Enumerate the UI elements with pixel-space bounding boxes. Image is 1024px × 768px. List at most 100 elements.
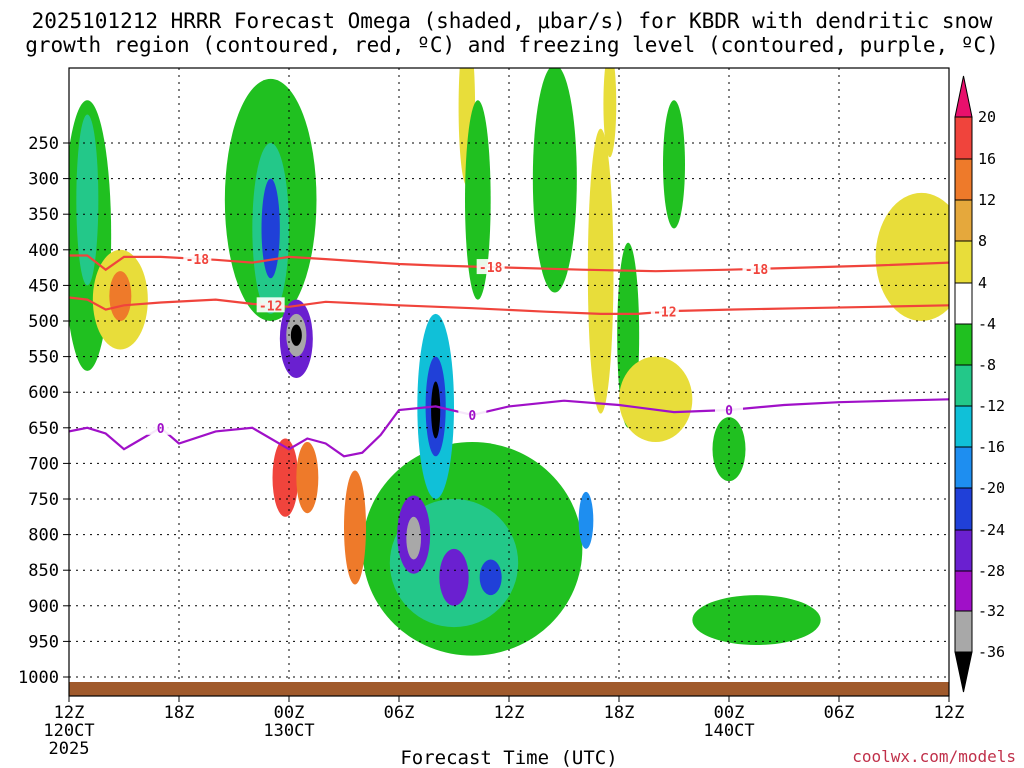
chart-title-line-2: growth region (contoured, red, ºC) and f… [25,33,999,57]
shade-red-lobe-01z [296,442,319,514]
y-tick-label: 800 [28,526,59,546]
x-tick-label: 06Z [384,703,415,723]
contour-label-bg [476,259,505,275]
shade-orange-lobe-04z [344,470,366,585]
colorbar-bin [954,116,973,160]
colorbar-bin [954,405,973,448]
colorbar-label: 12 [978,191,996,209]
shade-green-column-14z [532,68,577,293]
colorbar-label: -28 [978,562,1005,580]
ground-surface [69,682,949,696]
colorbar-label: -4 [978,315,996,333]
contour-label-bg [715,402,743,417]
contour-label-bg [256,297,285,313]
x-tick-label: 12Z [494,703,525,723]
colorbar-bin [954,529,973,572]
colorbar-label: 20 [978,108,996,126]
y-tick-label: 650 [28,419,59,439]
y-tick-label: 400 [28,241,59,261]
shade-column-600mb-black [431,381,441,439]
x-tick-label: 12Z [934,703,965,723]
shade-yellow-streak-upper-2 [603,68,617,158]
colorbar-bin [954,158,973,201]
shade-core-500mb-black [290,324,302,346]
omega-shading [69,68,949,656]
contour-0C-freezing-level [69,398,949,458]
x-tick-date: 130CT [263,721,314,741]
x-tick-date: 120CT [43,721,94,741]
colorbar-bin [954,199,973,242]
shade-yellow-21z [619,356,693,443]
colorbar-label: -12 [978,397,1005,415]
y-tick-label: 750 [28,490,59,510]
colorbar-label: 16 [978,150,996,168]
y-tick-label: 550 [28,348,59,368]
x-tick-label: 12Z [54,703,85,723]
chart-title-line-1: 2025101212 HRRR Forecast Omega (shaded, … [32,9,993,33]
colorbar-bin [954,282,973,325]
colorbar-bottom-arrow [954,651,973,693]
x-tick-date: 140CT [703,721,754,741]
contour-label: -18 [745,263,769,278]
shade-mid-column-green-10z [465,100,491,300]
shade-tall-plume-blue [261,178,280,279]
y-tick-label: 450 [28,276,59,296]
contour--18C [69,254,949,273]
contour-label-bg [146,419,175,435]
shade-low-blob-2-purple [439,548,469,606]
y-tick-label: 600 [28,383,59,403]
y-tick-label: 250 [28,134,59,154]
colorbar-top-arrow [954,75,973,118]
colorbar-label: 4 [978,274,987,292]
y-tick-label: 700 [28,454,59,474]
credit-text: coolwx.com/models [852,747,1016,766]
y-tick-label: 500 [28,312,59,332]
shade-green-low-east [692,595,821,645]
x-tick-year: 2025 [49,739,90,759]
contour-label: 0 [725,404,733,419]
x-tick-label: 00Z [274,703,305,723]
y-tick-label: 300 [28,170,59,190]
colorbar-bin [954,487,973,531]
x-tick-label: 00Z [714,703,745,723]
contour-label: -18 [186,253,210,268]
x-tick-label: 18Z [604,703,635,723]
colorbar-bin [954,610,973,653]
colorbar-label: 8 [978,232,987,250]
contour-label: -18 [479,261,503,276]
shade-yellow-east [875,192,949,321]
shade-low-blob-gray [406,516,421,560]
contour-label: 0 [468,409,476,424]
shade-green-upper-18z [663,100,685,229]
temperature-contours: -18 -18 -18 -12 -12 0 0 0 [69,250,949,458]
contour-label-bg [458,406,487,422]
y-axis-pressure: 250 300 350 400 450 500 550 600 650 700 750 800 850 9… [18,134,69,688]
y-tick-label: 1000 [18,668,59,688]
contour-label-bg [650,303,679,319]
colorbar-bin [954,570,973,612]
shade-orange-lobe-west-core [109,271,132,321]
x-tick-label: 18Z [164,703,195,723]
colorbar-label: -8 [978,356,996,374]
x-axis-label: Forecast Time (UTC) [400,747,617,768]
colorbar: 20 16 12 8 4 -4 -8 -12 -16 -20 -24 -28 -32 -36 [954,75,1005,693]
shade-low-blob-3-blue [479,559,502,596]
colorbar-bin [954,446,973,489]
x-tick-label: 06Z [824,703,855,723]
contour-label: -12 [259,299,282,314]
shade-red-lobe-00z [272,438,299,517]
shade-blue-15z [578,491,594,549]
colorbar-label: -16 [978,438,1005,456]
y-tick-label: 350 [28,205,59,225]
y-tick-label: 950 [28,632,59,652]
y-tick-label: 850 [28,561,59,581]
colorbar-label: -20 [978,479,1005,497]
colorbar-label: -24 [978,521,1005,539]
colorbar-bin [954,323,973,366]
grid-lines [69,68,949,696]
shade-green-00z14 [712,417,746,482]
colorbar-bin [954,240,973,284]
contour--12C [69,296,949,315]
